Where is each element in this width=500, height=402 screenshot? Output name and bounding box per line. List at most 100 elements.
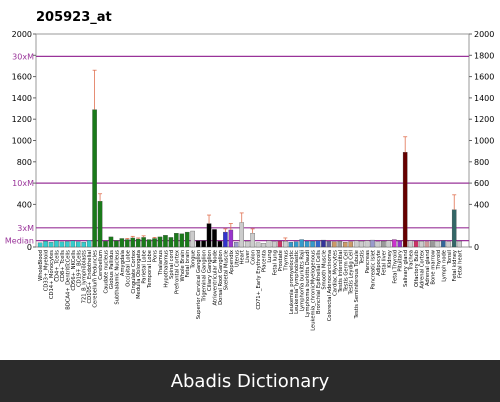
y-tick-label-left: 1200 xyxy=(12,115,32,124)
bar xyxy=(43,240,48,248)
x-tick-label: Adipocyte xyxy=(376,250,382,276)
reference-line-label: 30xM xyxy=(12,52,34,61)
x-tick-label: Trachea xyxy=(409,250,415,271)
x-tick-label: Skeletal Muscle xyxy=(223,250,229,290)
bar xyxy=(370,239,375,248)
bar xyxy=(65,241,70,248)
x-tick-label: Prefrontal Cortex xyxy=(174,250,180,294)
bar xyxy=(337,240,343,248)
x-tick-label: Caudate nucleus xyxy=(104,250,110,294)
bar xyxy=(326,240,332,248)
x-tick-label: Heart xyxy=(240,250,246,264)
bar xyxy=(250,233,255,248)
bar xyxy=(451,209,457,248)
x-tick-label: 721_B_lymphoblasts xyxy=(82,250,88,304)
bar xyxy=(97,201,103,248)
bar xyxy=(135,238,141,248)
x-tick-label: Hypothalamus xyxy=(163,250,169,288)
x-tick-label: Bronchial Epithelial Cells xyxy=(316,250,322,314)
bar xyxy=(359,240,364,248)
bar xyxy=(141,237,146,248)
bar xyxy=(342,242,348,248)
x-tick-label: Fetal brain xyxy=(185,250,191,278)
y-tick-label-right: 400 xyxy=(474,200,489,209)
x-tick-label: CD105+_Endothelial xyxy=(87,250,93,304)
x-tick-label: Testis Germ Cell xyxy=(343,250,349,293)
bar xyxy=(103,240,108,248)
bar xyxy=(321,239,326,248)
x-tick-label: Fetal Thyroid xyxy=(392,250,398,284)
x-tick-label: WholeBlood xyxy=(38,250,44,281)
x-tick-label: Smooth Muscle xyxy=(321,250,327,290)
bar xyxy=(190,230,195,248)
x-tick-label: Pons xyxy=(153,250,159,262)
bar xyxy=(54,240,59,248)
x-tick-label: Thyroid xyxy=(436,250,442,270)
y-tick-label-left: 1600 xyxy=(12,73,32,82)
x-tick-label: Colorectal Adenocarcinoma xyxy=(327,250,333,321)
x-tick-label: Appendix xyxy=(229,250,235,274)
x-tick-label: Thalamus xyxy=(158,250,164,277)
x-tick-label: Cerebellum Peduncles xyxy=(93,250,99,308)
x-tick-label: Temporal Lobe xyxy=(147,250,153,289)
bar xyxy=(277,240,283,248)
x-tick-label: Thymus xyxy=(283,250,289,272)
bar xyxy=(152,238,157,248)
x-tick-label: Occipital Lobe xyxy=(125,250,131,287)
bar xyxy=(37,242,43,248)
bar xyxy=(272,241,277,248)
x-tick-label: Salivary gland xyxy=(403,250,409,287)
x-tick-label: Leukemia_lymphoblastic xyxy=(294,250,300,314)
bar xyxy=(81,241,86,248)
bar xyxy=(157,236,163,248)
bar xyxy=(130,237,136,248)
x-tick-label: Adrenal Cortex xyxy=(420,250,426,289)
x-tick-label: Fetal heart xyxy=(458,250,464,278)
bar xyxy=(234,242,239,248)
x-tick-label: Trigeminal Ganglion xyxy=(202,250,208,303)
y-tick-label-left: 0 xyxy=(27,243,32,252)
x-tick-label: Pancreas xyxy=(365,250,371,274)
bar xyxy=(239,222,245,248)
bar xyxy=(86,240,92,248)
y-tick-label-right: 1200 xyxy=(474,115,494,124)
bar xyxy=(59,241,65,248)
bar xyxy=(195,240,201,248)
x-tick-label: Fetal lung xyxy=(272,250,278,276)
x-tick-label: Pancreatic Islet xyxy=(370,250,376,289)
x-tick-label: Fetal kidney xyxy=(452,250,458,281)
bar xyxy=(299,239,304,248)
bar xyxy=(293,241,299,248)
reference-line-label: 3xM xyxy=(17,224,34,233)
y-tick-label-right: 800 xyxy=(474,158,489,167)
x-tick-label: Placenta xyxy=(262,250,268,272)
bar xyxy=(217,240,223,248)
bar xyxy=(304,240,310,248)
bar xyxy=(402,152,408,248)
bar xyxy=(163,235,168,248)
y-tick-label-right: 0 xyxy=(474,243,479,252)
x-tick-label: Colon xyxy=(251,250,257,265)
x-tick-label: Tonsil xyxy=(447,250,453,265)
y-tick-label-left: 1000 xyxy=(12,137,32,146)
x-tick-label: Leukemia_promyelocytic xyxy=(289,250,295,314)
bar xyxy=(348,241,353,248)
x-tick-label: Lymphoma burkitts Daudi xyxy=(305,250,311,317)
bar xyxy=(179,233,185,248)
bar xyxy=(212,229,217,248)
x-tick-label: Bone marrow xyxy=(430,249,436,284)
bar xyxy=(419,240,424,248)
bar xyxy=(413,240,419,248)
x-tick-label: Dorsal Root Ganglion xyxy=(218,250,224,305)
x-tick-label: CD33+_Myeloid xyxy=(44,250,50,291)
bar xyxy=(386,240,392,248)
bar xyxy=(146,239,152,248)
bar xyxy=(381,240,386,248)
y-tick-label-left: 2000 xyxy=(12,30,32,39)
chart-area: 205923_at 30xM 10xM 3xM Median 0 400 800 1000 1… xyxy=(5,10,494,331)
y-tick-label-right: 1800 xyxy=(474,51,494,60)
bar xyxy=(119,238,125,248)
bar xyxy=(364,240,370,248)
bar xyxy=(184,231,190,248)
x-tick-label: Tongue xyxy=(191,250,197,270)
